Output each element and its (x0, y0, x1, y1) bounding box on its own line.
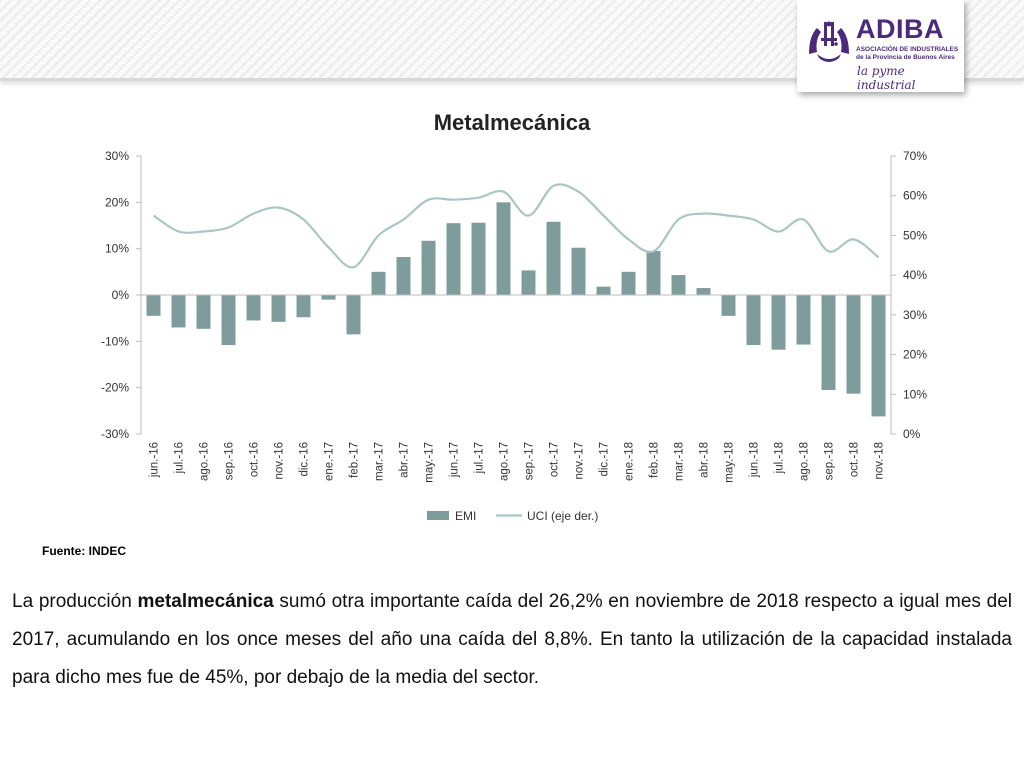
left-tick-label: 0% (112, 288, 130, 302)
emi-bar (671, 275, 686, 295)
x-tick-label: sep.-18 (824, 442, 836, 480)
x-tick-label: ago.-18 (799, 442, 811, 481)
x-tick-label: oct.-17 (549, 442, 561, 477)
emi-bar (196, 295, 211, 329)
legend-label-uci: UCI (eje der.) (527, 509, 598, 523)
x-tick-label: dic.-17 (599, 442, 611, 477)
logo-tagline: la pyme industrial (857, 64, 916, 92)
x-tick-label: jun.-16 (149, 442, 161, 478)
x-tick-label: feb.-17 (349, 442, 361, 478)
emi-bar (421, 240, 436, 295)
x-tick-label: ago.-16 (199, 442, 211, 481)
chart-title: Metalmecánica (434, 110, 591, 135)
x-tick-label: feb.-18 (649, 442, 661, 478)
left-tick-label: 20% (105, 195, 129, 209)
right-tick-label: 0% (903, 427, 921, 441)
x-tick-label: sep.-16 (224, 442, 236, 480)
x-tick-label: jul.-16 (174, 442, 186, 474)
emi-bar (846, 295, 861, 394)
emi-bar (496, 202, 511, 295)
source-note: Fuente: INDEC (42, 544, 126, 558)
x-tick-label: nov.-18 (874, 442, 886, 480)
emi-bar (796, 295, 811, 345)
right-tick-label: 70% (903, 149, 927, 163)
x-tick-label: nov.-17 (574, 442, 586, 480)
right-axis: 70% 60% 50% 40% 30% 20% 10% 0% (890, 149, 927, 441)
x-tick-label: may.-17 (424, 442, 436, 483)
emi-bar (621, 271, 636, 295)
right-tick-label: 50% (903, 228, 927, 242)
paragraph-bold-term: metalmecánica (137, 591, 274, 612)
logo-name: ADIBA (856, 14, 944, 44)
x-tick-label: mar.-18 (674, 442, 686, 481)
adiba-emblem-icon (809, 21, 849, 62)
emi-bar (321, 295, 336, 300)
emi-bar (346, 295, 361, 335)
x-tick-label: abr.-18 (699, 442, 711, 478)
right-tick-label: 60% (903, 189, 927, 203)
emi-bar (646, 250, 661, 295)
emi-bar (296, 295, 311, 318)
right-tick-label: 10% (903, 387, 927, 401)
emi-bar (546, 221, 561, 295)
left-tick-label: -30% (101, 427, 129, 441)
emi-bar (246, 295, 261, 321)
x-tick-label: sep.-17 (524, 442, 536, 480)
logo-subtitle: ASOCIACIÓN DE INDUSTRIALES de la Provinc… (856, 46, 959, 61)
metalmecanica-chart: Metalmecánica 30% 20% 10% 0% -10% -20% -30% 70… (101, 110, 927, 523)
x-tick-label: mar.-17 (374, 442, 386, 481)
emi-bar (696, 288, 711, 295)
emi-bar (746, 295, 761, 346)
x-tick-label: may.-18 (724, 442, 736, 483)
left-tick-label: -10% (101, 334, 129, 348)
x-tick-label: jul.-18 (774, 442, 786, 474)
emi-bar (471, 222, 486, 295)
emi-bar (446, 223, 461, 295)
adiba-logo: ADIBA ASOCIACIÓN DE INDUSTRIALES de la P… (797, 0, 964, 92)
emi-bar (271, 295, 286, 322)
right-tick-label: 30% (903, 308, 927, 322)
x-tick-label: ene.-18 (624, 442, 636, 481)
x-tick-label: oct.-16 (249, 442, 261, 477)
chart-legend: EMI UCI (eje der.) (427, 509, 598, 523)
left-tick-label: 10% (105, 242, 129, 256)
emi-bar (521, 270, 536, 295)
emi-bar (821, 295, 836, 390)
emi-bar (146, 295, 161, 316)
emi-bar (221, 295, 236, 346)
emi-bar (771, 295, 786, 350)
x-tick-label: jun.-18 (749, 442, 761, 478)
x-tick-label: nov.-16 (274, 442, 286, 480)
left-tick-label: -20% (101, 381, 129, 395)
x-tick-label: abr.-17 (399, 442, 411, 478)
legend-swatch-emi (427, 511, 449, 520)
body-paragraph: La producción metalmecánica sumó otra im… (12, 583, 1012, 697)
left-axis: 30% 20% 10% 0% -10% -20% -30% (101, 149, 142, 441)
x-tick-label: oct.-18 (849, 442, 861, 477)
x-tick-label: ago.-17 (499, 442, 511, 481)
emi-bars (146, 202, 886, 417)
emi-bar (396, 257, 411, 295)
x-tick-label: jun.-17 (449, 442, 461, 478)
right-tick-label: 20% (903, 348, 927, 362)
emi-bar (371, 271, 386, 295)
x-tick-label: dic.-16 (299, 442, 311, 477)
emi-bar (571, 247, 586, 295)
emi-bar (871, 295, 886, 417)
right-tick-label: 40% (903, 268, 927, 282)
paragraph-part-2: sumó otra importante caída del 26,2% en … (12, 591, 1012, 688)
uci-line (152, 183, 880, 269)
emi-bar (171, 295, 186, 328)
paragraph-part-1: La producción (12, 591, 138, 612)
x-axis-labels: jun.-16 jul.-16 ago.-16 sep.-16 oct.-16 nov.-… (149, 442, 886, 483)
emi-bar (596, 286, 611, 295)
x-tick-label: ene.-17 (324, 442, 336, 481)
x-tick-label: jul.-17 (474, 442, 486, 474)
left-tick-label: 30% (105, 149, 129, 163)
legend-label-emi: EMI (455, 509, 476, 523)
emi-bar (721, 295, 736, 316)
